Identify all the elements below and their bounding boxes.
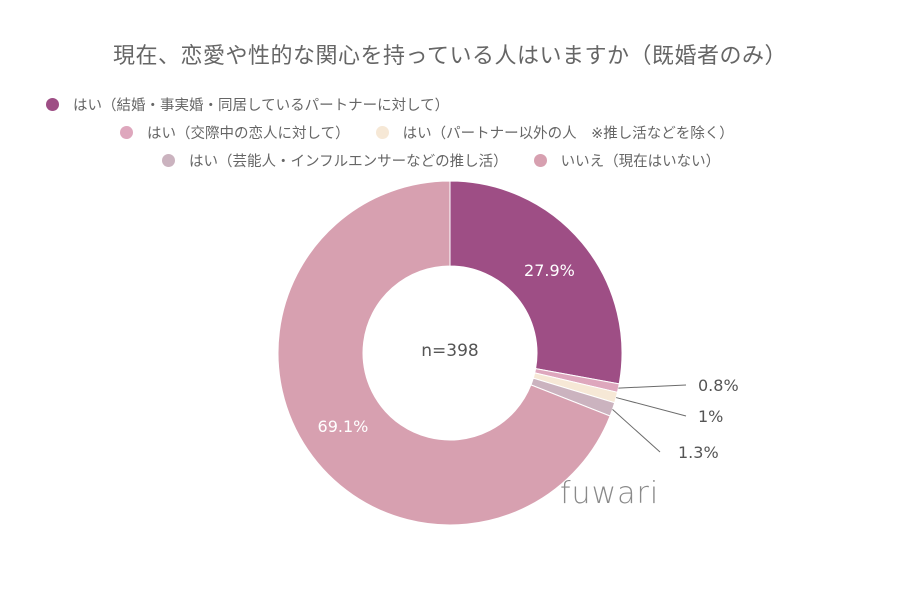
legend-swatch [120,126,133,139]
slice-label-4: 69.1% [318,417,369,436]
leader-line-1 [618,384,687,389]
legend-item-other-person: はい（パートナー以外の人 ※推し活などを除く） [375,122,734,143]
slice-4 [277,180,611,526]
slice-0 [449,180,623,385]
slice-label-2: 1% [698,407,723,426]
legend-swatch [162,154,175,167]
legend-row-1: はい（結婚・事実婚・同居しているパートナーに対して） [46,94,475,115]
leader-line-3 [612,409,661,453]
legend-row-2: はい（交際中の恋人に対して） はい（パートナー以外の人 ※推し活などを除く） [120,122,760,143]
data-labels: 27.9% 0.8% 1% 1.3% 69.1% [318,261,739,462]
legend-swatch [46,98,59,111]
slice-label-3: 1.3% [678,443,719,462]
legend-label: はい（交際中の恋人に対して） [147,126,350,142]
chart-title: 現在、恋愛や性的な関心を持っている人はいますか（既婚者のみ） [113,44,787,69]
legend-swatch [375,126,389,139]
legend-row-3: はい（芸能人・インフルエンサーなどの推し活） いいえ（現在はいない） [162,150,746,171]
slice-label-1: 0.8% [698,376,739,395]
brand-logo: fuwari [560,476,660,511]
legend-label: はい（結婚・事実婚・同居しているパートナーに対して） [73,98,450,114]
legend-item-no: いいえ（現在はいない） [533,150,721,171]
leader-line-2 [615,397,687,417]
donut-slices [277,180,623,526]
slice-label-0: 27.9% [524,261,575,280]
legend-label: いいえ（現在はいない） [560,154,721,170]
center-label: n=398 [421,341,478,361]
legend-label: はい（パートナー以外の人 ※推し活などを除く） [402,126,734,142]
legend-item-lover: はい（交際中の恋人に対して） [120,122,350,143]
legend-swatch [533,154,547,167]
legend-item-oshi: はい（芸能人・インフルエンサーなどの推し活） [162,150,508,171]
leader-lines [612,384,687,453]
legend-item-married-partner: はい（結婚・事実婚・同居しているパートナーに対して） [46,94,449,115]
legend-label: はい（芸能人・インフルエンサーなどの推し活） [189,154,508,170]
